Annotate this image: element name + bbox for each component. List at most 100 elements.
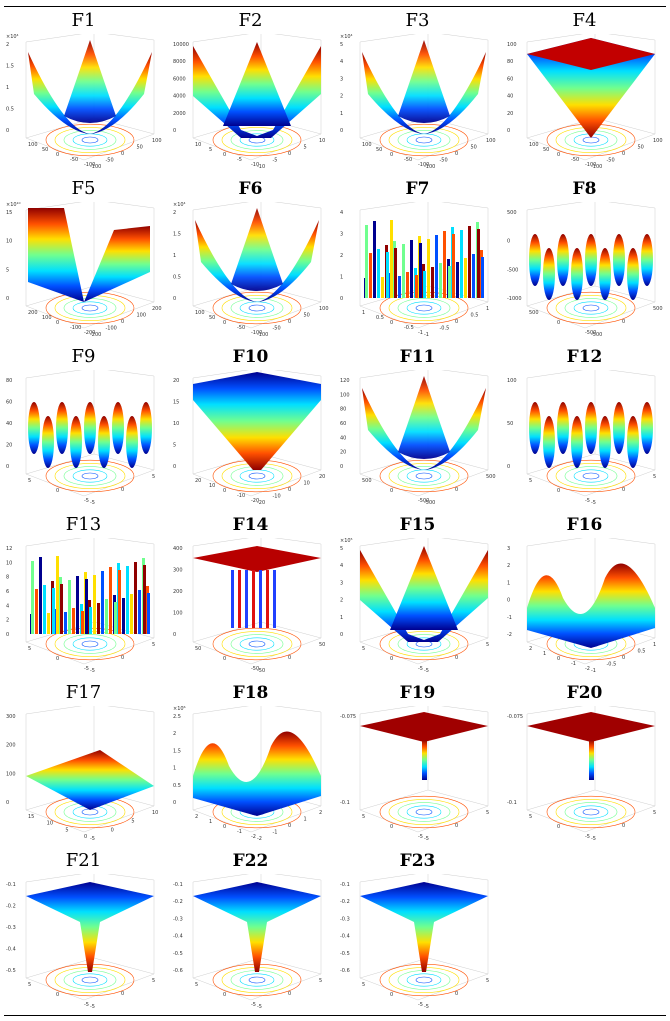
z-tick-label: 1 xyxy=(6,85,9,91)
xy-tick-label: 0 xyxy=(622,319,625,325)
figure-cell-f8: F8 500 0 -500 -1000 500 0 -500 -500 0 500 xyxy=(501,178,668,346)
z-tick-label: 2000 xyxy=(173,111,186,117)
z-tick-label: 10000 xyxy=(173,42,189,48)
contour-floor xyxy=(546,459,636,493)
figure-cell-f15: F15 5 4 3 2 1 0 ×10⁵ 5 0 -5 -5 0 5 xyxy=(334,514,501,682)
xy-tick-label: 100 xyxy=(362,142,372,148)
figure-cell-f1: F1 2 1.5 1 0.5 0 ×10⁴ 100 50 0 -50 -100 -100 -50 0 50 10… xyxy=(0,10,167,178)
xy-tick-label: -1 xyxy=(237,829,242,835)
xy-tick-label: 0 xyxy=(121,319,124,325)
xy-tick-label: -5 xyxy=(424,668,429,674)
xy-tick-label: 5 xyxy=(304,145,307,151)
figure-cell-f11: F11 120 100 80 60 40 20 0 500 0 -500 -500 0 500 xyxy=(334,346,501,514)
xy-tick-label: 5 xyxy=(28,982,31,988)
z-tick-label: 1 xyxy=(340,615,343,621)
z-tick-label: 60 xyxy=(507,76,513,82)
xy-tick-label: 0 xyxy=(622,823,625,829)
z-tick-label: 2 xyxy=(340,253,343,259)
z-tick-label: 1.5 xyxy=(173,748,181,754)
surface xyxy=(362,376,486,470)
figure-title: F12 xyxy=(566,347,603,367)
xy-tick-label: 0 xyxy=(622,655,625,661)
z-tick-label: 80 xyxy=(507,59,513,65)
contour-floor xyxy=(546,795,636,829)
figure-title: F19 xyxy=(399,683,436,703)
surface-plot: 2 1.5 1 0.5 0 ×10⁴ 100 50 0 -50 -100-100 -50 0 50 100 xyxy=(6,34,162,170)
z-tick-label: 2 xyxy=(507,563,510,569)
xy-tick-label: 10 xyxy=(304,481,310,487)
figure-cell-f7: F7 4 3 2 1 0 1 0.5 0 -0.5 -1 -1 -0.5 0 0.5 1 xyxy=(334,178,501,346)
z-tick-label: 2.5 xyxy=(173,714,181,720)
z-tick-label: 1.5 xyxy=(173,232,181,238)
xy-tick-label: -5 xyxy=(84,1002,89,1008)
xy-tick-label: -0.5 xyxy=(607,662,617,668)
xy-tick-label: 0 xyxy=(56,656,59,662)
xy-tick-label: 0 xyxy=(121,487,124,493)
surface xyxy=(360,712,488,780)
xy-tick-label: -100 xyxy=(251,330,262,336)
figure-title: F13 xyxy=(65,514,102,535)
surface xyxy=(30,556,150,634)
z-tick-label: 3 xyxy=(507,546,510,552)
z-exponent-label: ×10⁶ xyxy=(173,706,186,712)
surface xyxy=(527,38,655,138)
z-tick-label: 50 xyxy=(507,421,513,427)
surface-plot: 2.5 2 1.5 1 0.5 0 ×10⁶ 2 1 0 -1 -2 -2 -1 0 1 2 xyxy=(173,706,322,842)
xy-tick-label: 500 xyxy=(362,478,372,484)
z-tick-label: 4 xyxy=(340,563,343,569)
xy-tick-label: -50 xyxy=(70,157,78,163)
xy-tick-label: -20 xyxy=(257,500,265,506)
z-tick-label: 0 xyxy=(173,632,176,638)
xy-tick-label: 0 xyxy=(557,656,560,662)
z-tick-label: 20 xyxy=(340,450,346,456)
z-tick-label: 3 xyxy=(340,76,343,82)
xy-tick-label: 100 xyxy=(195,310,205,316)
surface xyxy=(26,750,154,810)
xy-tick-label: -2 xyxy=(251,834,256,840)
xy-tick-label: 0 xyxy=(223,488,226,494)
xy-tick-label: -1 xyxy=(571,661,576,667)
contour-floor xyxy=(379,795,469,829)
xy-tick-label: 2 xyxy=(195,814,198,820)
xy-tick-label: 0 xyxy=(455,991,458,997)
xy-tick-label: -50 xyxy=(404,157,412,163)
z-tick-label: -0.4 xyxy=(340,934,350,940)
xy-tick-label: 5 xyxy=(529,478,532,484)
xy-tick-label: 5 xyxy=(131,819,134,825)
z-tick-label: 15 xyxy=(6,210,12,216)
xy-tick-label: 0 xyxy=(455,319,458,325)
z-tick-label: -1 xyxy=(507,615,512,621)
xy-tick-label: -10 xyxy=(273,494,281,500)
z-tick-label: 4 xyxy=(6,603,9,609)
z-tick-label: -0.075 xyxy=(507,714,523,720)
axes-box xyxy=(25,370,155,497)
xy-tick-label: 1 xyxy=(362,310,365,316)
z-tick-label: 300 xyxy=(6,714,16,720)
xy-tick-label: 0 xyxy=(288,151,291,157)
xy-tick-label: 0 xyxy=(390,152,393,158)
xy-tick-label: 5 xyxy=(209,147,212,153)
figure-cell-f4: F4 100 80 60 40 20 0 100 50 0 -50 -100 -100 -50 0 50 100 xyxy=(501,10,668,178)
figure-cell-f9: F9 80 60 40 20 0 5 0 -5 -5 0 5 xyxy=(0,346,167,514)
figure-cell-f17: F17 300 200 100 0 15 10 5 0 -5 0 5 10 xyxy=(0,682,167,850)
surface xyxy=(193,42,321,138)
figure-cell-f6: F6 2 1.5 1 0.5 0 ×10⁴ 100 50 0 -50 -100 -100 -50 0 50 10… xyxy=(167,178,334,346)
xy-tick-label: -5 xyxy=(591,500,596,506)
xy-tick-label: 5 xyxy=(65,827,68,833)
z-tick-label: 40 xyxy=(340,435,346,441)
figure-title: F3 xyxy=(405,10,430,31)
xy-tick-label: 50 xyxy=(376,147,382,153)
surface-plot: 12 10 8 6 4 2 0 5 0 -5 -5 0 5 xyxy=(6,538,155,674)
figure-cell-f18: F18 2.5 2 1.5 1 0.5 0 ×10⁶ 2 1 0 -1 -2 -2 -1 0 1 2 xyxy=(167,682,334,850)
xy-tick-label: 0 xyxy=(557,320,560,326)
z-tick-label: -0.4 xyxy=(173,934,183,940)
figure-cell-f3: F3 5 4 3 2 1 0 ×10⁴ 100 50 0 -50 -100 -100 -50 0 50 100 xyxy=(334,10,501,178)
xy-tick-label: 0 xyxy=(390,656,393,662)
xy-tick-label: 50 xyxy=(137,145,143,151)
figure-title: F8 xyxy=(572,179,597,199)
figure-cell-f16: F16 3 2 1 0 -1 -2 2 1 0 -1 -2 -1 -0.5 0 0.5 1 xyxy=(501,514,668,682)
xy-tick-label: -50 xyxy=(571,157,579,163)
z-tick-label: 80 xyxy=(340,407,346,413)
surface xyxy=(193,372,321,470)
xy-tick-label: -500 xyxy=(424,500,435,506)
